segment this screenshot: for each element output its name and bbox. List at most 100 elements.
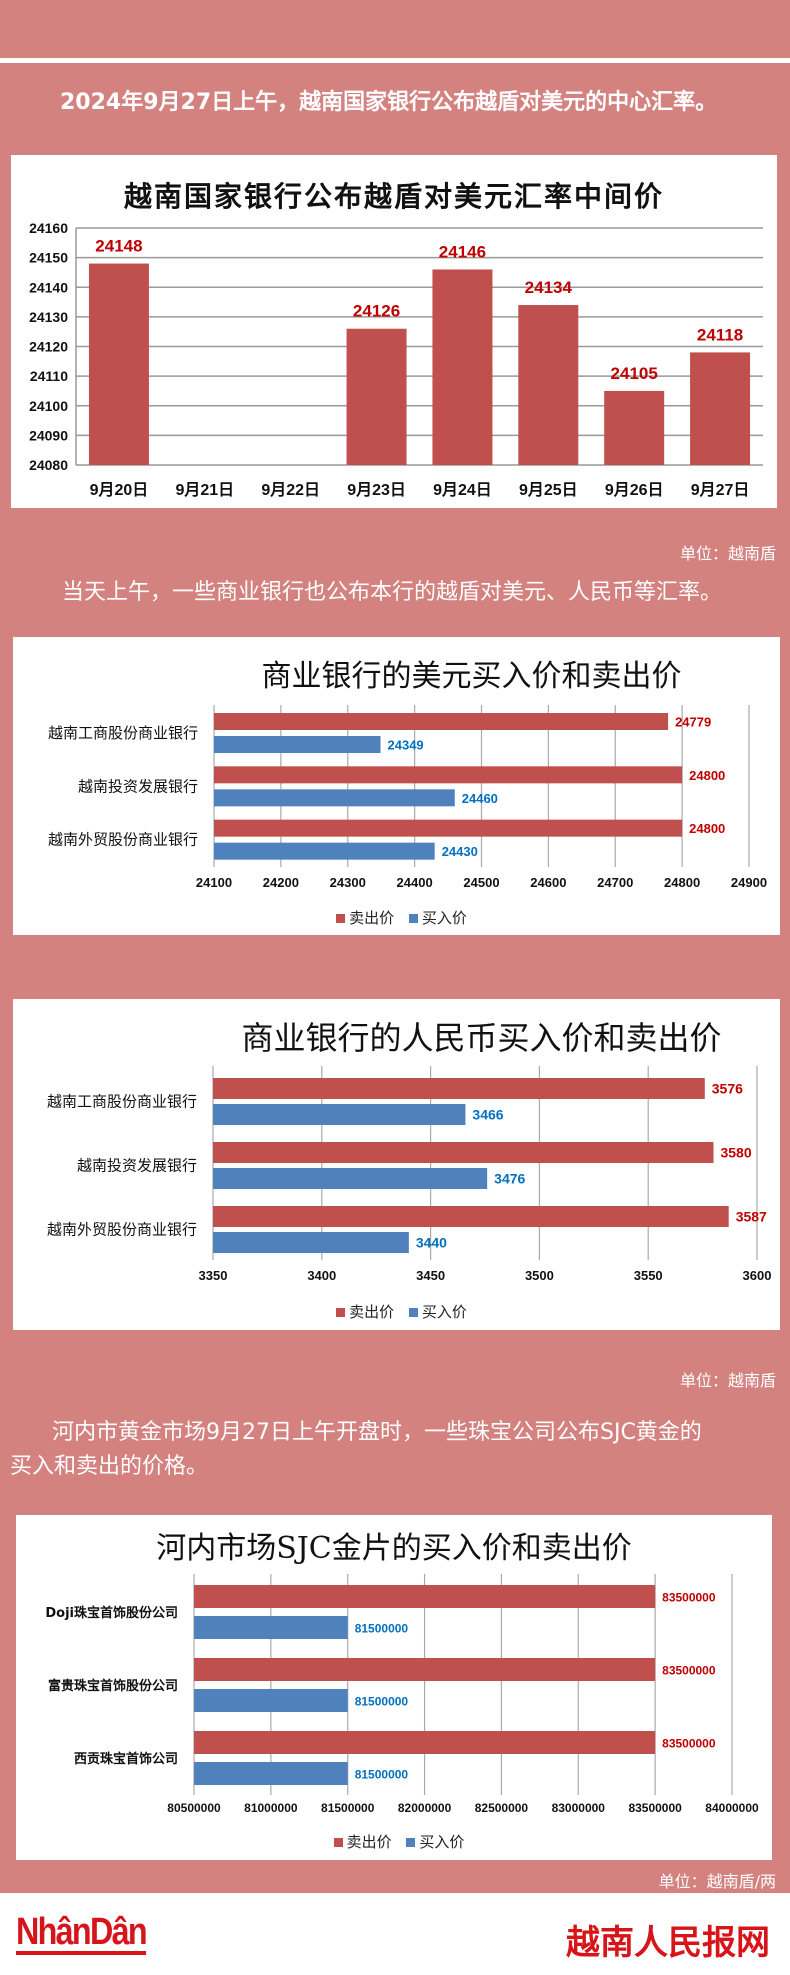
data-label: 3576 (712, 1081, 743, 1097)
data-label: 81500000 (355, 1622, 409, 1636)
top-divider (0, 58, 790, 63)
chart-title: 越南国家银行公布越盾对美元汇率中间价 (123, 180, 664, 213)
legend-swatch-sell (336, 914, 346, 923)
data-label: 24126 (353, 302, 400, 321)
sell-bar (214, 713, 669, 730)
x-tick-label: 9月21日 (175, 481, 234, 499)
chart-central-rate: 越南国家银行公布越盾对美元汇率中间价 24080 24090 24100 24110 2… (11, 155, 777, 508)
x-tick-label: 3500 (525, 1268, 554, 1283)
sell-bar (213, 1206, 729, 1227)
category-label: 越南工商股份商业银行 (48, 724, 198, 742)
footer: NhânDân 越南人民报网 (0, 1893, 790, 1975)
legend-swatch-sell (336, 1308, 346, 1317)
x-tick-label: 24100 (196, 875, 232, 890)
x-tick-label: 24800 (664, 875, 700, 890)
category-label: 越南投资发展银行 (77, 1157, 197, 1175)
y-tick-label: 24140 (29, 279, 68, 295)
x-tick-label: 82000000 (398, 1801, 452, 1815)
data-label: 3580 (720, 1145, 751, 1161)
intro-text-1: 2024年9月27日上午，越南国家银行公布越盾对美元的中心汇率。 (60, 90, 718, 115)
x-tick-label: 81500000 (321, 1801, 375, 1815)
buy-bar (194, 1616, 348, 1639)
y-tick-label: 24150 (29, 250, 68, 266)
chart-plot: 80500000 81000000 81500000 82000000 82500000… (45, 1574, 759, 1815)
x-tick-label: 9月25日 (519, 481, 578, 499)
chart-sjc-gold-prices: 河内市场SJC金片的买入价和卖出价 80500000 81000000 815000… (16, 1515, 772, 1860)
data-label: 24148 (95, 237, 142, 256)
legend-swatch-sell (333, 1838, 343, 1847)
intro-text-2: 当天上午，一些商业银行也公布本行的越盾对美元、人民币等汇率。 (62, 580, 723, 605)
x-tick-label: 9月24日 (433, 481, 492, 499)
buy-bar (213, 1104, 466, 1125)
chart-plot: 24080 24090 24100 24110 24120 24130 24140 24150… (29, 220, 763, 499)
data-label: 24800 (689, 821, 725, 836)
buy-bar (194, 1762, 348, 1785)
sell-bar (213, 1142, 714, 1163)
x-tick-label: 24600 (530, 875, 566, 890)
data-label: 81500000 (355, 1695, 409, 1709)
x-tick-label: 83500000 (628, 1801, 682, 1815)
nhandan-logo[interactable]: NhânDân (16, 1911, 148, 1955)
unit-label-1: 单位：越南盾 (679, 544, 776, 563)
category-label: Doji珠宝首饰股份公司 (45, 1605, 178, 1621)
x-tick-label: 82500000 (475, 1801, 529, 1815)
x-tick-label: 3350 (199, 1268, 228, 1283)
intro-text-3-line-1: 河内市黄金市场9月27日上午开盘时，一些珠宝公司公布SJC黄金的 (52, 1420, 702, 1445)
chart-legend: 卖出价 买入价 (13, 1301, 780, 1322)
x-tick-label: 80500000 (167, 1801, 221, 1815)
x-tick-label: 9月20日 (90, 481, 149, 499)
data-label: 24779 (675, 715, 711, 730)
x-tick-label: 9月26日 (605, 481, 664, 499)
data-label: 24134 (525, 278, 573, 297)
legend-label-sell: 卖出价 (349, 909, 395, 927)
data-label: 83500000 (662, 1737, 716, 1751)
data-label: 24460 (462, 791, 498, 806)
chart-usd-bank-rates: 商业银行的美元买入价和卖出价 24100 24200 24300 24400 24500… (13, 637, 780, 935)
x-tick-label: 24400 (397, 875, 433, 890)
legend-label-buy: 买入价 (419, 1833, 465, 1851)
buy-bar (214, 842, 435, 860)
x-tick-label: 24200 (263, 875, 299, 890)
buy-bar (194, 1689, 348, 1712)
chart-plot: 3350 3400 3450 3500 3550 3600 越南工商股份商业银行 3576 34… (47, 1066, 772, 1283)
y-tick-label: 24080 (29, 457, 68, 473)
y-tick-label: 24120 (29, 339, 68, 355)
buy-bar (214, 736, 381, 753)
data-label: 24430 (442, 844, 478, 859)
data-label: 24118 (697, 325, 743, 344)
buy-bar (213, 1232, 409, 1253)
chart-title: 商业银行的人民币买入价和卖出价 (241, 1019, 722, 1057)
chart-legend: 卖出价 买入价 (13, 907, 780, 928)
x-tick-label: 3450 (416, 1268, 445, 1283)
y-tick-label: 24110 (30, 368, 68, 384)
x-tick-label: 9月27日 (691, 481, 750, 499)
data-label: 24146 (439, 242, 486, 261)
data-label: 3440 (416, 1235, 447, 1251)
x-tick-label: 3600 (743, 1268, 772, 1283)
sell-bar (194, 1585, 656, 1608)
sell-bar (194, 1731, 656, 1754)
legend-swatch-buy (408, 914, 418, 923)
x-tick-label: 24300 (330, 875, 366, 890)
sell-bar (214, 766, 683, 784)
category-label: 富贵珠宝首饰股份公司 (48, 1678, 178, 1694)
x-tick-label: 24500 (463, 875, 499, 890)
unit-label-2: 单位：越南盾 (679, 1371, 776, 1390)
sell-bar (214, 819, 683, 837)
sell-bar (194, 1658, 656, 1681)
chart-cny-bank-rates: 商业银行的人民币买入价和卖出价 3350 3400 3450 3500 3550 3600… (13, 999, 780, 1330)
data-label: 83500000 (662, 1591, 716, 1605)
data-label: 3587 (736, 1209, 767, 1225)
x-tick-label: 9月22日 (261, 481, 320, 499)
site-logo-cn[interactable]: 越南人民报网 (566, 1923, 770, 1963)
bar (604, 390, 665, 465)
chart-title: 河内市场SJC金片的买入价和卖出价 (156, 1531, 632, 1566)
bar (690, 352, 751, 465)
x-tick-label: 3400 (307, 1268, 336, 1283)
legend-label-buy: 买入价 (421, 909, 467, 927)
data-label: 24349 (388, 738, 424, 753)
chart-title: 商业银行的美元买入价和卖出价 (261, 659, 682, 694)
x-tick-label: 9月23日 (347, 481, 406, 499)
category-label: 越南外贸股份商业银行 (48, 831, 198, 849)
